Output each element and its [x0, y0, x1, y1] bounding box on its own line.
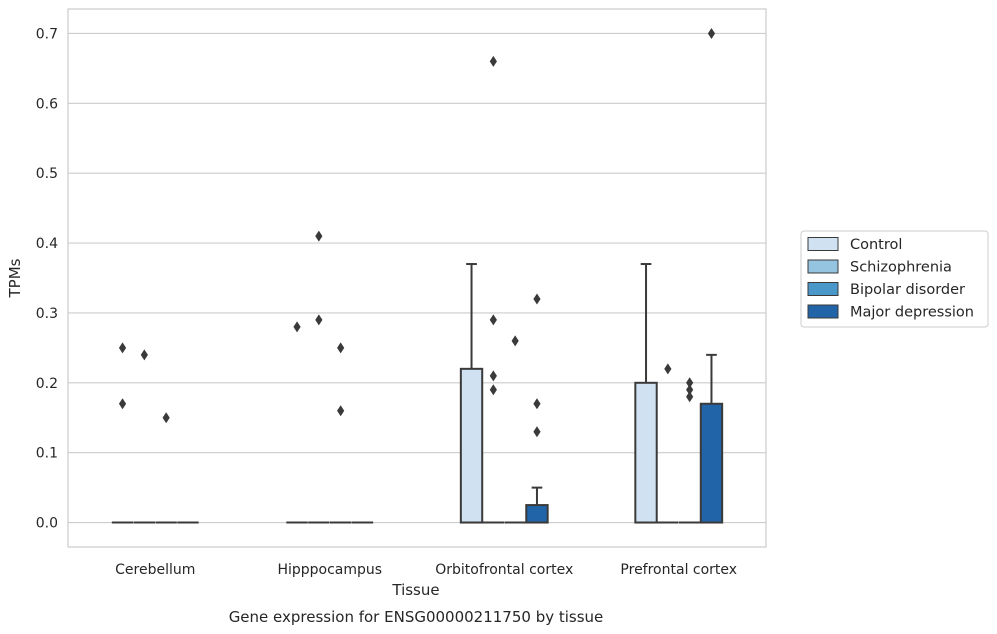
- y-tick-label: 0.6: [36, 96, 58, 112]
- legend-label: Schizophrenia: [850, 260, 952, 276]
- gridlines: [68, 32, 766, 524]
- outlier-point: [337, 342, 345, 354]
- plot-area-frame: [67, 8, 767, 548]
- outlier-point: [489, 384, 497, 396]
- outlier-point: [118, 398, 127, 410]
- x-tick-label: Prefrontal cortex: [620, 562, 737, 578]
- outlier-point: [293, 321, 301, 333]
- y-tick-label: 0.3: [36, 306, 58, 322]
- legend-swatch: [807, 259, 839, 274]
- box: [459, 367, 484, 524]
- outlier-point: [533, 426, 541, 438]
- outlier-point: [118, 342, 127, 354]
- x-tick-label: Cerebellum: [115, 562, 195, 578]
- legend-swatch: [807, 282, 839, 296]
- y-tick-label: 0.5: [36, 166, 58, 182]
- outlier-point: [533, 398, 541, 410]
- legend-swatch: [807, 304, 839, 319]
- legend-swatch: [807, 237, 839, 251]
- box: [525, 504, 549, 524]
- box: [699, 402, 724, 524]
- y-tick-label: 0.2: [36, 376, 58, 392]
- outlier-point: [489, 314, 497, 326]
- outlier-point: [489, 55, 497, 67]
- chart-caption: Gene expression for ENSG00000211750 by t…: [229, 608, 604, 626]
- outlier-point: [315, 230, 323, 242]
- outlier-point: [533, 293, 541, 305]
- outlier-point: [686, 384, 694, 396]
- y-axis-label: TPMs: [6, 258, 24, 298]
- legend-label: Control: [850, 237, 902, 253]
- outlier-point: [140, 349, 148, 361]
- x-axis-ticks: Cerebellum Hipppocampus Orbitofrontal cort…: [115, 562, 737, 578]
- y-tick-label: 0.0: [36, 516, 58, 532]
- y-axis-ticks: 0.0 0.1 0.2 0.3 0.4 0.5 0.6 0.7: [36, 26, 58, 531]
- outliers: [118, 27, 716, 438]
- outlier-point: [511, 335, 519, 347]
- y-tick-label: 0.4: [36, 236, 58, 252]
- legend: Control Schizophrenia Bipolar disorder Majo…: [800, 230, 989, 328]
- outlier-point: [315, 314, 323, 326]
- boxes: [111, 263, 724, 524]
- legend-frame: [800, 230, 989, 328]
- outlier-point: [707, 27, 716, 39]
- legend-label: Bipolar disorder: [850, 282, 965, 298]
- outlier-point: [686, 391, 694, 403]
- outlier-point: [337, 405, 345, 417]
- outlier-point: [686, 377, 694, 389]
- legend-items: Control Schizophrenia Bipolar disorder Majo…: [807, 237, 974, 321]
- x-tick-label: Orbitofrontal cortex: [435, 562, 573, 578]
- x-axis-label: Tissue: [391, 581, 439, 599]
- outlier-point: [489, 370, 497, 382]
- legend-label: Major depression: [850, 305, 974, 321]
- box: [634, 381, 658, 524]
- outlier-point: [664, 363, 672, 375]
- y-tick-label: 0.1: [36, 446, 58, 462]
- outlier-point: [162, 412, 170, 424]
- y-tick-label: 0.7: [36, 26, 58, 42]
- x-tick-label: Hipppocampus: [277, 562, 382, 578]
